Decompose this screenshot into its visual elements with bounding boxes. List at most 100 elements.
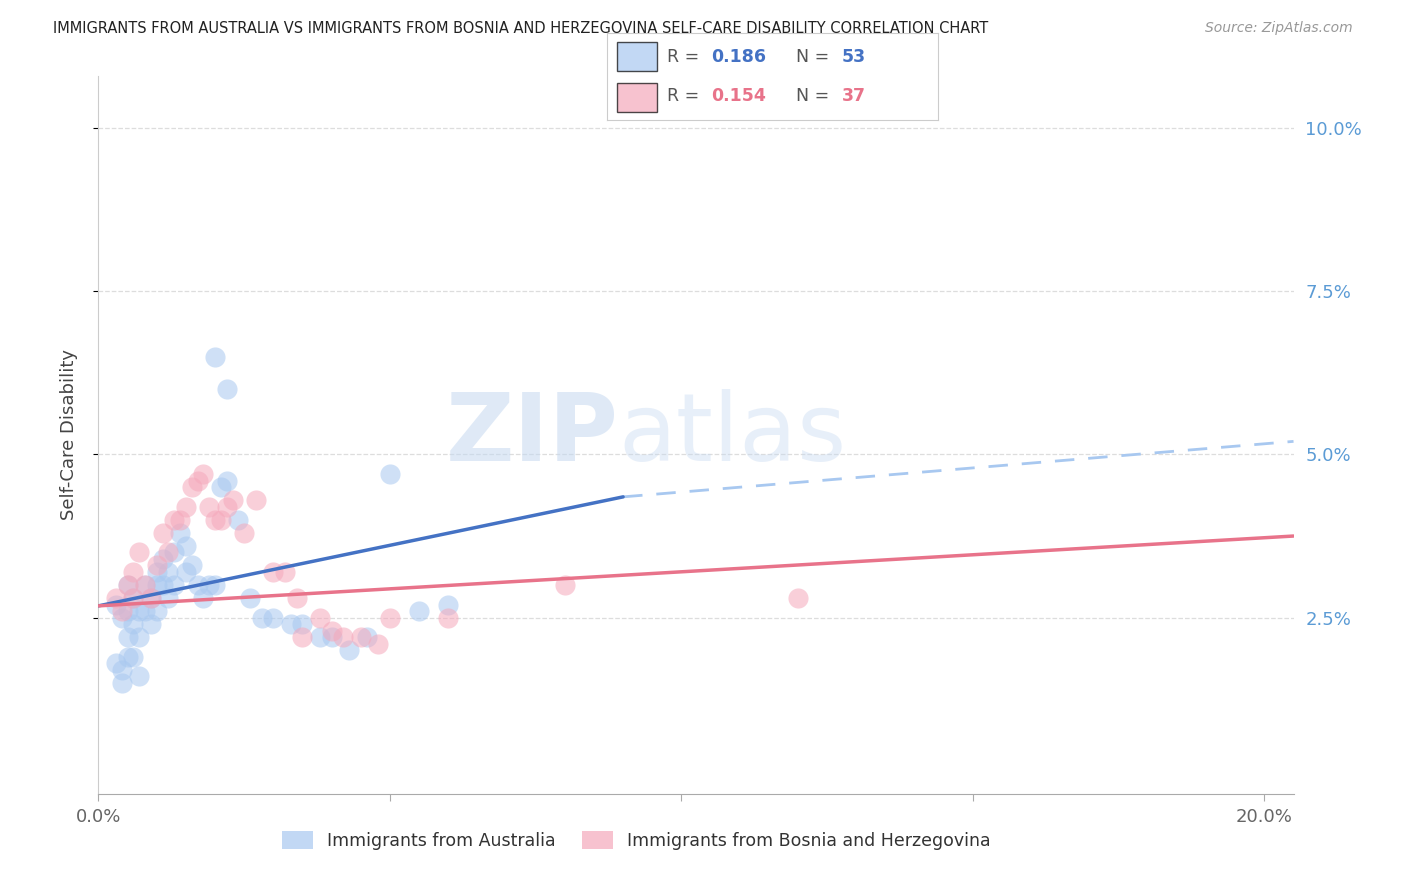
Point xyxy=(145,604,167,618)
Point xyxy=(204,513,226,527)
Text: N =: N = xyxy=(796,87,835,105)
Text: 0.154: 0.154 xyxy=(711,87,766,105)
Point xyxy=(117,649,139,664)
Point xyxy=(209,480,232,494)
Point xyxy=(111,604,134,618)
Point xyxy=(215,474,238,488)
Y-axis label: Self-Care Disability: Self-Care Disability xyxy=(59,350,77,520)
Point xyxy=(367,637,389,651)
Point xyxy=(104,598,127,612)
Point xyxy=(186,578,208,592)
Point xyxy=(145,578,167,592)
Point xyxy=(221,493,243,508)
Point xyxy=(169,513,191,527)
Point xyxy=(157,591,180,605)
Point xyxy=(233,525,256,540)
Point xyxy=(122,565,145,579)
Text: R =: R = xyxy=(666,87,704,105)
Point xyxy=(163,513,186,527)
FancyBboxPatch shape xyxy=(617,42,657,70)
Text: atlas: atlas xyxy=(619,389,846,481)
Point xyxy=(356,630,378,644)
Point xyxy=(152,552,174,566)
Point xyxy=(122,617,145,632)
Point xyxy=(180,558,202,573)
Point xyxy=(180,480,202,494)
Point xyxy=(145,565,167,579)
Point xyxy=(139,591,162,605)
Point xyxy=(408,604,430,618)
Point xyxy=(198,500,221,514)
Point xyxy=(198,578,221,592)
Point xyxy=(122,591,145,605)
Point xyxy=(157,565,180,579)
Text: Source: ZipAtlas.com: Source: ZipAtlas.com xyxy=(1205,21,1353,36)
Text: N =: N = xyxy=(796,47,835,66)
Point xyxy=(152,578,174,592)
Point xyxy=(174,565,197,579)
Point xyxy=(104,657,127,671)
Text: IMMIGRANTS FROM AUSTRALIA VS IMMIGRANTS FROM BOSNIA AND HERZEGOVINA SELF-CARE DI: IMMIGRANTS FROM AUSTRALIA VS IMMIGRANTS … xyxy=(53,21,988,37)
Point xyxy=(128,669,150,683)
Text: 53: 53 xyxy=(842,47,866,66)
Point xyxy=(209,513,232,527)
Point xyxy=(437,610,460,624)
Point xyxy=(215,500,238,514)
Point xyxy=(285,591,308,605)
Point xyxy=(134,578,156,592)
Point xyxy=(309,630,332,644)
Point xyxy=(280,617,302,632)
Point xyxy=(117,630,139,644)
Point xyxy=(163,578,186,592)
Point xyxy=(350,630,373,644)
Point xyxy=(262,565,284,579)
Point xyxy=(787,591,810,605)
Point xyxy=(104,591,127,605)
Point xyxy=(139,591,162,605)
Point xyxy=(309,610,332,624)
Point xyxy=(193,591,215,605)
Point xyxy=(437,598,460,612)
Point xyxy=(157,545,180,559)
Point xyxy=(321,624,343,638)
Point xyxy=(117,578,139,592)
Point xyxy=(174,539,197,553)
Point xyxy=(262,610,284,624)
Point xyxy=(134,604,156,618)
Point xyxy=(378,610,401,624)
Point xyxy=(554,578,576,592)
Point xyxy=(111,676,134,690)
Point xyxy=(122,591,145,605)
Point xyxy=(337,643,360,657)
Point xyxy=(111,663,134,677)
Point xyxy=(228,513,250,527)
Point xyxy=(117,604,139,618)
Point xyxy=(250,610,273,624)
Point xyxy=(117,578,139,592)
Point xyxy=(186,474,208,488)
Point xyxy=(215,382,238,396)
Text: 37: 37 xyxy=(842,87,866,105)
Point xyxy=(111,610,134,624)
Text: R =: R = xyxy=(666,47,704,66)
Point xyxy=(274,565,297,579)
Point xyxy=(291,617,314,632)
Point xyxy=(128,604,150,618)
Legend: Immigrants from Australia, Immigrants from Bosnia and Herzegovina: Immigrants from Australia, Immigrants fr… xyxy=(276,824,997,857)
Point xyxy=(291,630,314,644)
Point xyxy=(245,493,267,508)
Point xyxy=(204,578,226,592)
Point xyxy=(239,591,262,605)
Point xyxy=(174,500,197,514)
Point xyxy=(378,467,401,481)
Point xyxy=(204,350,226,364)
Text: 0.186: 0.186 xyxy=(711,47,766,66)
Point xyxy=(163,545,186,559)
Point xyxy=(139,617,162,632)
Point xyxy=(332,630,354,644)
Point xyxy=(145,558,167,573)
Text: ZIP: ZIP xyxy=(446,389,619,481)
Point xyxy=(152,525,174,540)
Point xyxy=(128,545,150,559)
Point xyxy=(122,649,145,664)
